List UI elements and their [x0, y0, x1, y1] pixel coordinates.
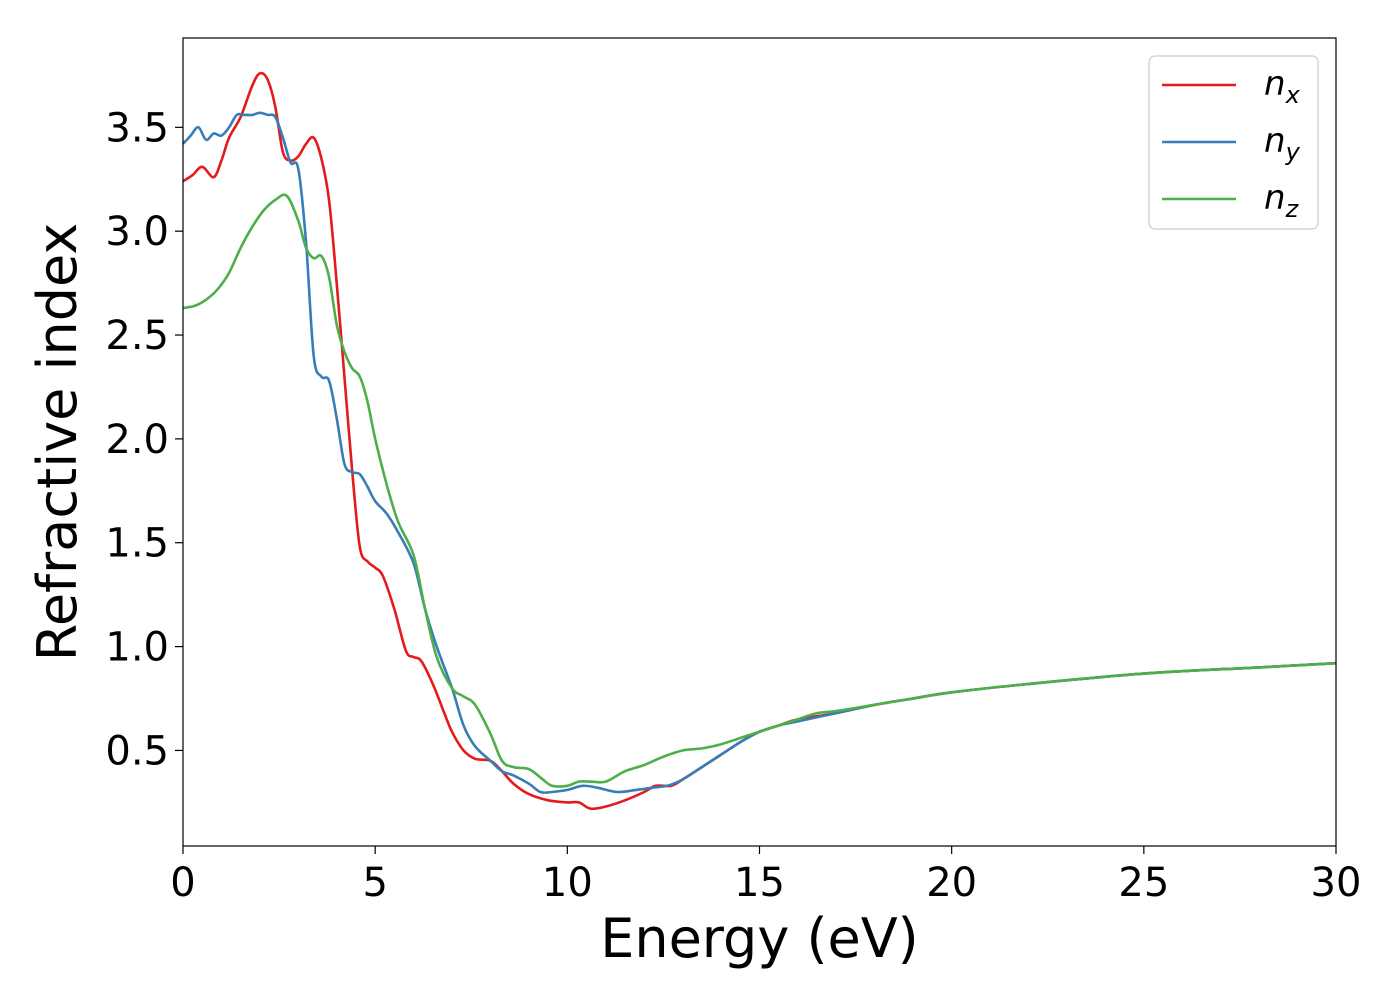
x-tick-label: 15 — [734, 860, 785, 906]
y-tick-label: 2.5 — [105, 313, 169, 359]
y-tick-label: 1.0 — [105, 625, 169, 671]
x-tick-label: 20 — [926, 860, 977, 906]
y-tick-label: 0.5 — [105, 728, 169, 774]
x-tick-label: 25 — [1118, 860, 1169, 906]
x-tick-label: 10 — [542, 860, 593, 906]
y-axis-label: Refractive index — [26, 223, 89, 662]
x-tick-label: 30 — [1311, 860, 1362, 906]
legend-label-n-y: ny — [1264, 121, 1301, 166]
x-axis: 0 5 10 15 20 25 30 — [170, 846, 1361, 906]
y-tick-label: 2.0 — [105, 417, 169, 463]
y-tick-label: 3.0 — [105, 209, 169, 255]
x-tick-label: 0 — [170, 860, 195, 906]
legend: nx ny nz — [1148, 55, 1319, 230]
x-axis-label: Energy (eV) — [600, 907, 919, 970]
y-axis: 0.5 1.0 1.5 2.0 2.5 3.0 3.5 — [105, 105, 183, 774]
y-tick-label: 3.5 — [105, 105, 169, 151]
legend-label-n-z: nz — [1264, 178, 1300, 223]
plot-lines — [182, 71, 1337, 811]
series-line-n-z — [182, 193, 1337, 788]
y-tick-label: 1.5 — [105, 521, 169, 567]
x-tick-label: 5 — [362, 860, 387, 906]
legend-label-n-x: nx — [1264, 64, 1301, 109]
